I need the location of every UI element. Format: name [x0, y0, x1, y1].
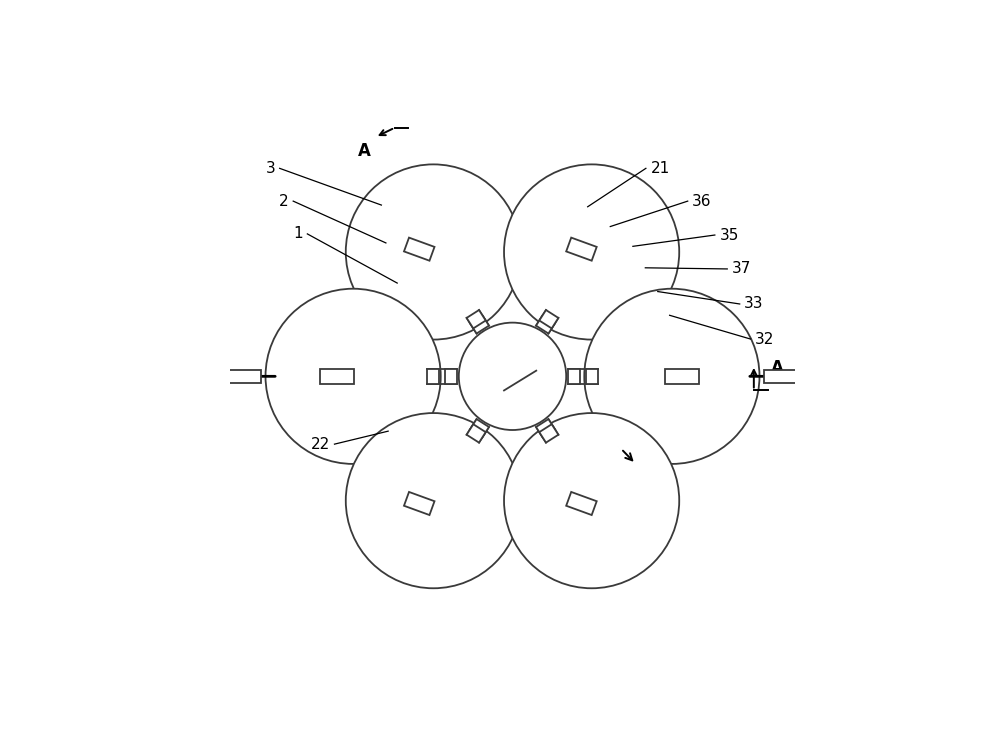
- Text: 21: 21: [650, 161, 670, 176]
- Polygon shape: [320, 369, 354, 384]
- Text: 1: 1: [293, 226, 303, 241]
- Polygon shape: [404, 492, 435, 515]
- Circle shape: [459, 323, 566, 430]
- Polygon shape: [536, 419, 555, 437]
- Polygon shape: [445, 369, 457, 384]
- Circle shape: [346, 164, 521, 340]
- Polygon shape: [223, 369, 261, 383]
- Polygon shape: [539, 424, 558, 443]
- Text: 22: 22: [311, 437, 330, 451]
- Polygon shape: [539, 310, 558, 328]
- Polygon shape: [467, 424, 486, 443]
- Circle shape: [346, 413, 521, 588]
- Polygon shape: [467, 310, 486, 328]
- Circle shape: [584, 288, 759, 464]
- Circle shape: [504, 413, 679, 588]
- Text: 35: 35: [719, 228, 739, 242]
- Polygon shape: [568, 369, 580, 384]
- Text: A: A: [358, 142, 371, 160]
- Polygon shape: [566, 238, 597, 261]
- Polygon shape: [536, 315, 555, 333]
- Polygon shape: [566, 492, 597, 515]
- Polygon shape: [427, 369, 439, 384]
- Text: A: A: [771, 359, 784, 377]
- Circle shape: [504, 164, 679, 340]
- Text: 3: 3: [265, 161, 275, 176]
- Text: 32: 32: [755, 332, 774, 346]
- Polygon shape: [665, 369, 699, 384]
- Text: 36: 36: [692, 194, 712, 208]
- Text: 37: 37: [732, 261, 751, 277]
- Polygon shape: [404, 238, 435, 261]
- Polygon shape: [470, 419, 489, 437]
- Polygon shape: [586, 369, 598, 384]
- Text: 2: 2: [279, 194, 289, 208]
- Polygon shape: [764, 369, 802, 383]
- Polygon shape: [470, 315, 489, 333]
- Circle shape: [266, 288, 441, 464]
- Text: 33: 33: [744, 297, 764, 311]
